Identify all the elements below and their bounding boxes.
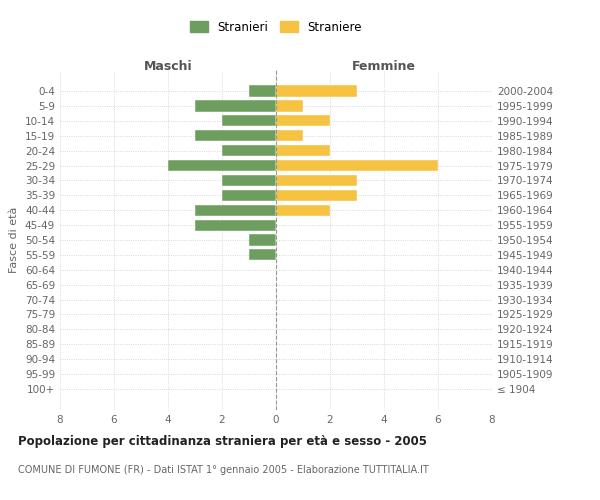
Text: Femmine: Femmine bbox=[352, 60, 416, 73]
Bar bbox=[222, 175, 276, 186]
Bar bbox=[222, 190, 276, 201]
Bar bbox=[276, 160, 438, 171]
Bar bbox=[195, 204, 276, 216]
Text: COMUNE DI FUMONE (FR) - Dati ISTAT 1° gennaio 2005 - Elaborazione TUTTITALIA.IT: COMUNE DI FUMONE (FR) - Dati ISTAT 1° ge… bbox=[18, 465, 429, 475]
Bar bbox=[249, 234, 276, 246]
Bar bbox=[276, 100, 303, 112]
Bar bbox=[222, 115, 276, 126]
Bar bbox=[249, 250, 276, 260]
Bar bbox=[222, 145, 276, 156]
Bar bbox=[276, 86, 357, 96]
Bar bbox=[276, 130, 303, 141]
Bar bbox=[276, 145, 330, 156]
Bar bbox=[276, 115, 330, 126]
Text: Maschi: Maschi bbox=[143, 60, 193, 73]
Bar bbox=[276, 190, 357, 201]
Bar bbox=[195, 220, 276, 230]
Bar bbox=[276, 204, 330, 216]
Bar bbox=[249, 86, 276, 96]
Legend: Stranieri, Straniere: Stranieri, Straniere bbox=[185, 16, 367, 38]
Text: Popolazione per cittadinanza straniera per età e sesso - 2005: Popolazione per cittadinanza straniera p… bbox=[18, 435, 427, 448]
Y-axis label: Fasce di età: Fasce di età bbox=[10, 207, 19, 273]
Bar bbox=[276, 175, 357, 186]
Bar bbox=[195, 100, 276, 112]
Bar bbox=[195, 130, 276, 141]
Bar bbox=[168, 160, 276, 171]
